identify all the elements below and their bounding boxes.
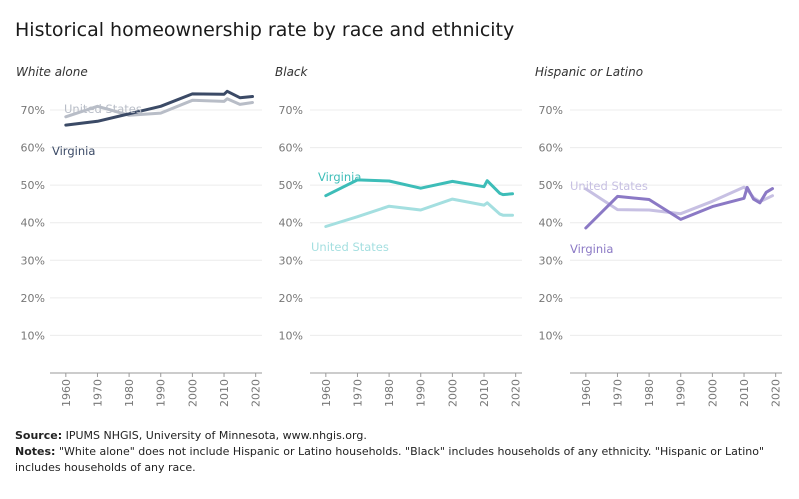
series-label-virginia: Virginia <box>570 242 613 256</box>
y-tick-label: 50% <box>539 179 563 192</box>
y-tick-label: 40% <box>21 217 45 230</box>
series-line-united-states <box>64 97 254 119</box>
panel-white-alone: White alone 10% 20% 30% 40% 50% 60% 70% 1960 1970… <box>16 65 263 407</box>
x-tick-label: 1970 <box>351 379 364 407</box>
x-tick-label: 1990 <box>675 379 688 407</box>
y-tick-label: 10% <box>21 329 45 342</box>
chart-title: Historical homeownership rate by race an… <box>15 19 515 41</box>
series-line-virginia <box>584 185 774 230</box>
y-tick-label: 10% <box>279 329 303 342</box>
panel-title-black: Black <box>275 65 309 79</box>
series-label-virginia: Virginia <box>52 144 95 158</box>
y-tick-label: 20% <box>539 292 563 305</box>
x-tick-label: 1960 <box>60 379 73 407</box>
series-label-united-states: United States <box>311 240 389 254</box>
source-note: Source: IPUMS NHGIS, University of Minne… <box>15 428 790 444</box>
small-multiples-chart: White alone 10% 20% 30% 40% 50% 60% 70% 1960 1970… <box>16 65 783 407</box>
x-tick-label: 1960 <box>580 379 593 407</box>
series-line-united-states <box>324 197 514 228</box>
x-tick-label: 2000 <box>706 379 719 407</box>
y-tick-label: 30% <box>539 254 563 267</box>
y-tick-label: 70% <box>539 104 563 117</box>
x-tick-label: 2010 <box>738 379 751 407</box>
series-line-virginia <box>324 178 514 198</box>
x-tick-label: 2020 <box>510 379 523 407</box>
x-tick-label: 1960 <box>320 379 333 407</box>
y-tick-label: 40% <box>279 217 303 230</box>
y-tick-label: 70% <box>279 104 303 117</box>
notes-label: Notes: <box>15 445 56 458</box>
y-tick-label: 60% <box>539 142 563 155</box>
x-tick-label: 1980 <box>123 379 136 407</box>
panel-title-hispanic-or-latino: Hispanic or Latino <box>535 65 643 79</box>
y-tick-label: 20% <box>279 292 303 305</box>
y-tick-label: 60% <box>21 142 45 155</box>
x-tick-label: 1970 <box>611 379 624 407</box>
y-tick-label: 40% <box>539 217 563 230</box>
x-tick-label: 1970 <box>91 379 104 407</box>
x-tick-label: 1990 <box>415 379 428 407</box>
y-tick-label: 30% <box>21 254 45 267</box>
chart-footer: Source: IPUMS NHGIS, University of Minne… <box>15 428 790 476</box>
x-tick-label: 1990 <box>155 379 168 407</box>
x-tick-label: 1980 <box>383 379 396 407</box>
panel-black: Black 10% 20% 30% 40% 50% 60% 70% 1960 1970 1980 19… <box>275 65 523 407</box>
series-label-united-states: United States <box>570 179 648 193</box>
panel-hispanic-or-latino: Hispanic or Latino 10% 20% 30% 40% 50% 60% 70% 1… <box>535 65 783 407</box>
y-tick-label: 60% <box>279 142 303 155</box>
x-tick-label: 2020 <box>250 379 263 407</box>
source-text: IPUMS NHGIS, University of Minnesota, ww… <box>65 429 367 442</box>
notes-note: Notes: "White alone" does not include Hi… <box>15 444 790 476</box>
x-tick-label: 2000 <box>186 379 199 407</box>
y-tick-label: 50% <box>21 179 45 192</box>
y-tick-label: 10% <box>539 329 563 342</box>
x-tick-label: 2010 <box>478 379 491 407</box>
series-line-virginia <box>64 89 254 127</box>
y-tick-label: 30% <box>279 254 303 267</box>
series-label-virginia: Virginia <box>318 170 361 184</box>
y-tick-label: 70% <box>21 104 45 117</box>
x-tick-label: 1980 <box>643 379 656 407</box>
y-tick-label: 50% <box>279 179 303 192</box>
x-tick-label: 2020 <box>770 379 783 407</box>
y-tick-label: 20% <box>21 292 45 305</box>
panel-title-white-alone: White alone <box>16 65 88 79</box>
x-tick-label: 2010 <box>218 379 231 407</box>
source-label: Source: <box>15 429 63 442</box>
x-tick-label: 2000 <box>446 379 459 407</box>
series-label-united-states: United States <box>64 102 142 116</box>
notes-text: "White alone" does not include Hispanic … <box>15 445 765 474</box>
